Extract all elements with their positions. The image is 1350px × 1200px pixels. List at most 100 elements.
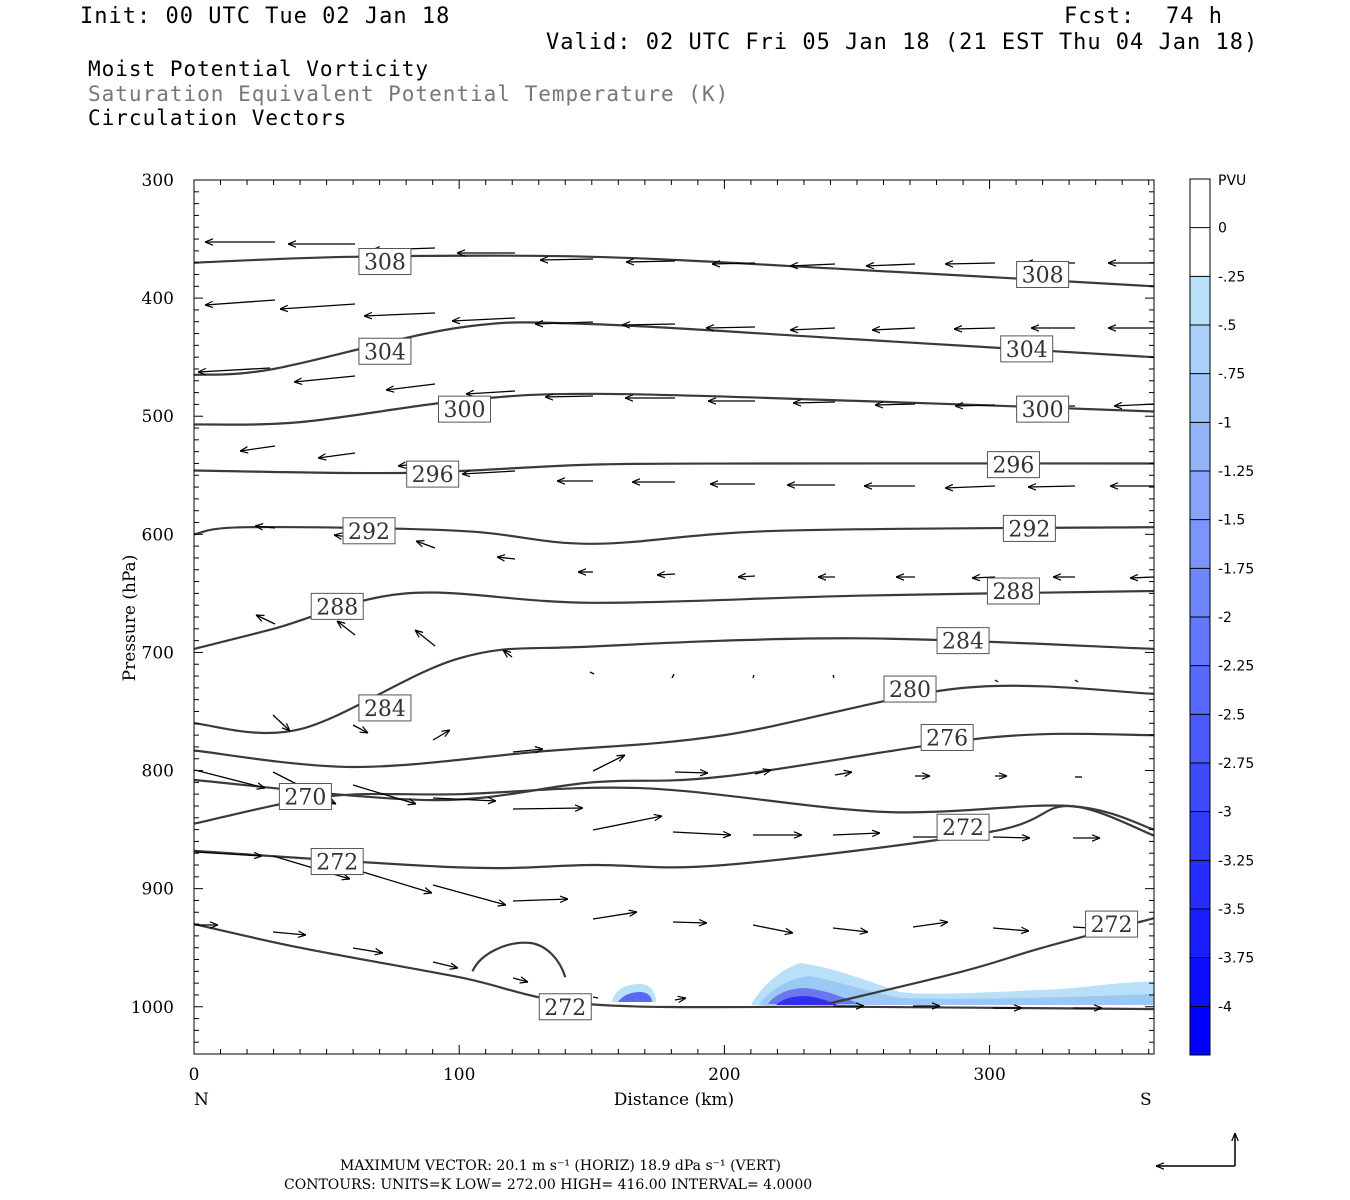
vector — [497, 557, 516, 559]
contour-label: 300 — [437, 395, 491, 423]
colorbar-swatch — [1190, 811, 1210, 861]
field-title-mpv: Moist Potential Vorticity — [88, 57, 430, 81]
vector — [592, 816, 662, 831]
contour-label: 280 — [883, 675, 937, 703]
vector — [712, 263, 756, 264]
y-tick-label: 500 — [142, 407, 174, 427]
contour-label-box — [278, 783, 332, 811]
contour-label-box — [1016, 395, 1070, 423]
vector — [545, 396, 594, 397]
vector — [955, 405, 996, 406]
vector — [752, 924, 793, 933]
colorbar-label: -3 — [1218, 805, 1232, 821]
colorbar-label: -1.75 — [1218, 561, 1254, 577]
theta-es-contours — [193, 254, 1155, 1011]
field-title-theta-es: Saturation Equivalent Potential Temperat… — [88, 82, 730, 106]
contour-label-box — [358, 337, 412, 365]
colorbar-swatch — [1190, 568, 1210, 618]
colorbar-label: -.5 — [1218, 318, 1236, 334]
y-axis-label: Pressure (hPa) — [120, 555, 140, 682]
vector — [205, 299, 276, 305]
contour-label-box — [936, 627, 990, 655]
contour-label-box — [1000, 335, 1054, 363]
vector — [512, 899, 568, 901]
vector — [866, 264, 916, 266]
contour-label-text: 272 — [544, 996, 586, 1021]
vector — [352, 947, 383, 953]
field-title-vectors: Circulation Vectors — [88, 106, 348, 130]
contour-label: 288 — [310, 592, 364, 620]
contour-label: 284 — [358, 694, 412, 722]
colorbar-swatch — [1190, 1006, 1210, 1056]
contour-label-text: 304 — [1006, 338, 1048, 363]
vector — [672, 922, 707, 923]
contour-label-box — [310, 592, 364, 620]
contour-label-box — [986, 577, 1040, 605]
colorbar-swatch — [1190, 519, 1210, 569]
colorbar-swatch — [1190, 665, 1210, 715]
vector — [318, 452, 356, 458]
vector — [432, 730, 450, 741]
vector — [706, 327, 756, 328]
vector — [416, 541, 436, 549]
contour-label-box — [437, 395, 491, 423]
contour-label: 272 — [1085, 910, 1139, 938]
contour-label-text: 296 — [412, 463, 454, 488]
vector — [280, 303, 356, 309]
colorbar-label: 0 — [1218, 221, 1227, 237]
contour-label-box — [358, 694, 412, 722]
colorbar-label: -1.5 — [1218, 513, 1245, 529]
vector — [1130, 577, 1155, 578]
colorbar-label: -2.75 — [1218, 756, 1254, 772]
vector — [592, 912, 637, 920]
y-tick-label: 1000 — [131, 998, 174, 1018]
vector — [752, 674, 755, 679]
contour-label: 292 — [342, 517, 396, 545]
contour-label: 304 — [358, 337, 412, 365]
contour-label: 300 — [1016, 395, 1070, 423]
mpv-area-south-max — [776, 996, 838, 1005]
colorbar-swatch — [1190, 471, 1210, 521]
contour-label: 284 — [936, 627, 990, 655]
contour-line — [471, 941, 567, 978]
vector — [674, 998, 686, 1000]
vector — [512, 808, 583, 809]
x-tick-label: 200 — [708, 1065, 740, 1085]
contour-labels: 308 308 304 304 300 300 296 296 292 292 288 288 284 2… — [278, 247, 1139, 1021]
vector — [352, 724, 368, 733]
y-tick-label: 600 — [142, 525, 174, 545]
contour-label-text: 284 — [364, 697, 406, 722]
colorbar-label: -2.5 — [1218, 707, 1245, 723]
contour-label: 308 — [358, 247, 412, 275]
colorbar-label: -3.5 — [1218, 902, 1245, 918]
vector — [1074, 679, 1079, 683]
colorbar-label: -2 — [1218, 610, 1232, 626]
vector — [994, 679, 999, 683]
vector — [972, 577, 996, 578]
contour-label-text: 284 — [942, 630, 984, 655]
colorbar-swatch — [1190, 227, 1210, 277]
vector — [198, 367, 271, 372]
colorbar-label: -.75 — [1218, 367, 1245, 383]
vector — [832, 674, 835, 679]
vector — [945, 263, 996, 264]
vector — [294, 375, 356, 382]
vector — [512, 749, 543, 752]
contour-label-text: 308 — [364, 250, 406, 275]
vector — [256, 615, 276, 625]
x-tick-label: 100 — [443, 1065, 475, 1085]
y-tick-label: 400 — [142, 289, 174, 309]
colorbar-swatch — [1190, 179, 1210, 229]
contour-label: 272 — [538, 993, 592, 1021]
contour-label-text: 270 — [284, 786, 326, 811]
colorbar: PVU 0 -.25 -.5 -.75 -1 -1.25 -1.5 -1.75 -2 -2.25 -2… — [1189, 173, 1254, 1056]
contour-label: 272 — [936, 813, 990, 841]
vector — [432, 961, 458, 968]
y-tick-label: 900 — [142, 880, 174, 900]
contour-label-box — [1016, 260, 1070, 288]
vector — [1028, 486, 1076, 487]
axes: 300 400 500 600 700 800 900 1000 0 100 200 300 Dista… — [120, 171, 1154, 1110]
contour-label: 288 — [986, 577, 1040, 605]
vector — [535, 322, 594, 324]
x-tick-label: 0 — [189, 1065, 200, 1085]
